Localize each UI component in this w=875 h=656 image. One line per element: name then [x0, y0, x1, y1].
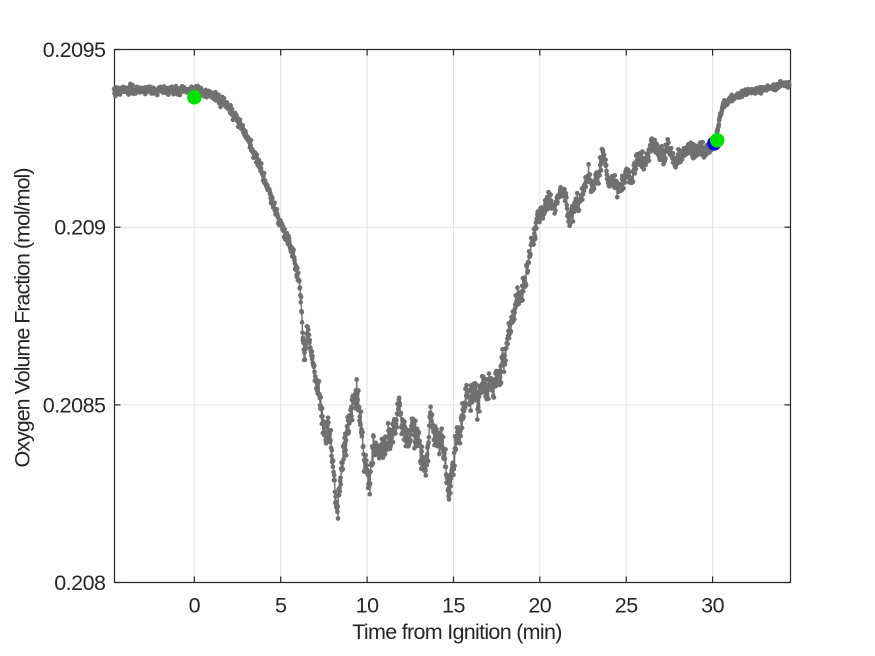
svg-text:0.2085: 0.2085: [43, 393, 106, 417]
svg-text:5: 5: [275, 594, 287, 618]
svg-text:25: 25: [615, 594, 638, 618]
svg-text:Time from Ignition (min): Time from Ignition (min): [352, 620, 561, 644]
svg-text:30: 30: [701, 594, 724, 618]
svg-text:0.209: 0.209: [54, 216, 105, 240]
svg-text:10: 10: [356, 594, 379, 618]
svg-text:0: 0: [189, 594, 201, 618]
svg-text:20: 20: [528, 594, 551, 618]
svg-text:0.208: 0.208: [54, 571, 106, 595]
svg-text:Oxygen Volume Fraction (mol/mo: Oxygen Volume Fraction (mol/mol): [11, 169, 35, 468]
svg-text:15: 15: [442, 594, 465, 618]
svg-text:0.2095: 0.2095: [43, 38, 106, 62]
